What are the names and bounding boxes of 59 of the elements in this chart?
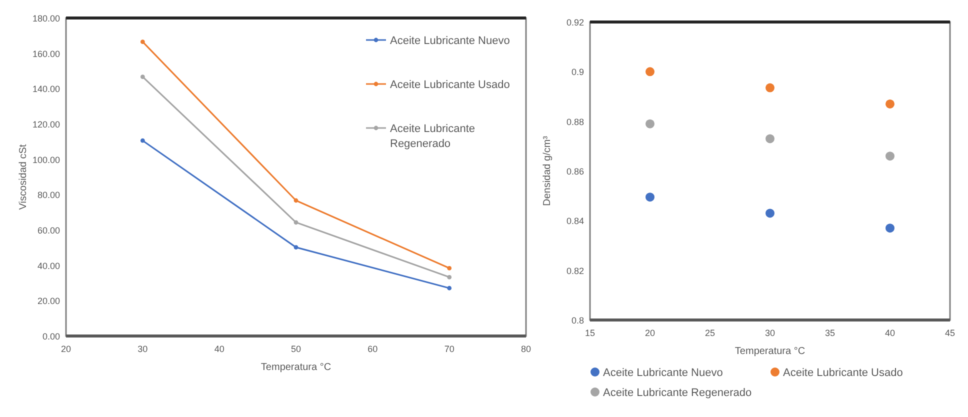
legend-label: Aceite Lubricante Regenerado — [603, 387, 752, 399]
point — [646, 192, 654, 202]
legend-label: Aceite Lubricante Nuevo — [390, 35, 510, 47]
point — [886, 152, 894, 161]
x-tick-label: 25 — [704, 328, 716, 338]
point — [766, 83, 774, 92]
x-tick-label: 20 — [644, 328, 656, 338]
x-axis-title: Temperatura °C — [734, 346, 806, 357]
point — [447, 274, 452, 280]
legend-label: Aceite Lubricante Nuevo — [603, 367, 723, 379]
legend-label: Aceite Lubricante Regenerado — [390, 123, 475, 150]
point — [294, 220, 298, 225]
y-tick-label: 0.84 — [566, 216, 584, 226]
y-tick-label: 160.00 — [32, 48, 60, 59]
y-tick-label: 80.00 — [37, 190, 60, 200]
point — [294, 245, 298, 250]
point — [886, 99, 894, 108]
x-tick-label: 50 — [290, 344, 302, 354]
x-tick-label: 35 — [824, 328, 836, 338]
y-axis-title: Densidad g/cm³ — [542, 135, 553, 206]
y-tick-label: 120.00 — [32, 120, 60, 130]
point — [294, 198, 298, 203]
point — [646, 119, 654, 128]
x-tick-label: 20 — [60, 344, 72, 354]
y-tick-label: 180.00 — [32, 14, 60, 24]
y-tick-label: 60.00 — [37, 226, 60, 236]
y-tick-label: 0.8 — [571, 316, 584, 326]
x-tick-label: 30 — [138, 344, 148, 354]
x-tick-label: 40 — [214, 344, 224, 354]
x-tick-label: 30 — [764, 328, 776, 338]
x-axis-title: Temperatura °C — [260, 362, 332, 373]
y-tick-label: 20.00 — [37, 296, 60, 306]
x-tick-label: 45 — [944, 328, 956, 338]
point — [447, 286, 452, 290]
point — [140, 138, 145, 143]
y-tick-label: 0.00 — [42, 332, 60, 342]
point — [646, 67, 654, 76]
x-tick-label: 40 — [884, 328, 896, 338]
point — [140, 74, 145, 80]
point — [886, 224, 894, 233]
legend-label: Aceite Lubricante Usado — [390, 79, 510, 91]
x-tick-label: 70 — [444, 344, 454, 354]
y-tick-label: 0.9 — [571, 67, 584, 78]
point — [766, 134, 774, 144]
point — [766, 208, 774, 218]
legend-label: Aceite Lubricante Usado — [783, 367, 903, 379]
x-tick-label: 15 — [584, 328, 596, 338]
y-tick-label: 0.88 — [566, 116, 584, 127]
y-tick-label: 100.00 — [32, 154, 60, 165]
point — [140, 40, 145, 44]
y-axis-title: Viscosidad cSt — [18, 144, 29, 210]
x-tick-label: 60 — [368, 344, 378, 354]
y-tick-label: 0.92 — [566, 18, 584, 28]
x-tick-label: 80 — [520, 344, 532, 354]
y-tick-label: 0.82 — [566, 266, 584, 276]
point — [447, 266, 452, 270]
y-tick-label: 40.00 — [37, 260, 60, 271]
y-tick-label: 140.00 — [32, 84, 60, 94]
y-tick-label: 0.86 — [566, 166, 584, 176]
